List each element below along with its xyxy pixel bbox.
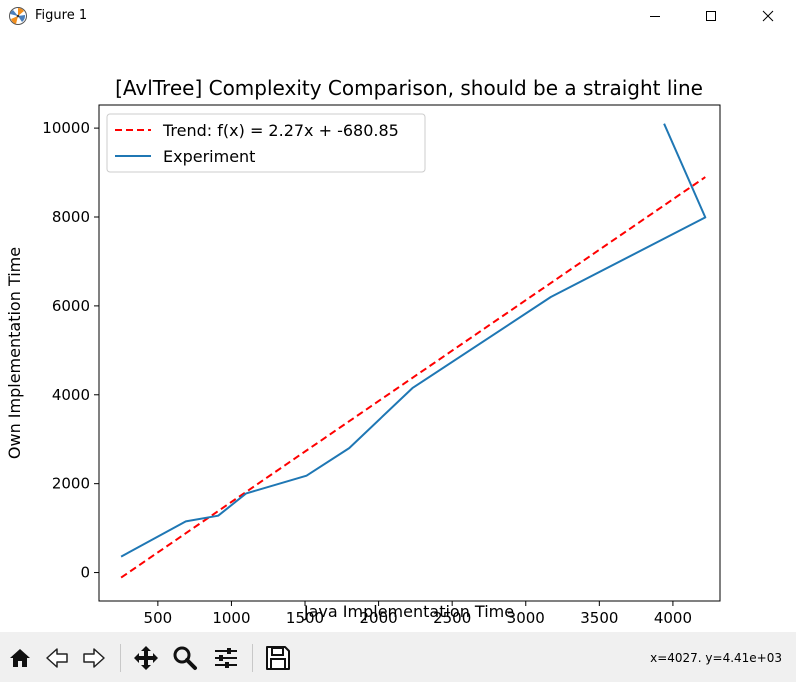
figure-canvas[interactable]: [AvlTree] Complexity Comparison, should … — [0, 34, 796, 632]
maximize-icon — [706, 11, 716, 21]
trend-line — [120, 176, 706, 579]
y-tick-label: 8000 — [52, 208, 90, 226]
back-button[interactable] — [42, 643, 72, 673]
y-tick-label: 10000 — [42, 119, 90, 137]
cursor-coordinates: x=4027. y=4.41e+03 — [650, 651, 782, 665]
x-tick-label: 2000 — [360, 609, 398, 627]
configure-subplots-button[interactable] — [211, 643, 241, 673]
legend-experiment-label: Experiment — [163, 147, 255, 166]
legend-box — [106, 113, 426, 173]
close-icon — [762, 10, 774, 22]
zoom-button[interactable] — [170, 643, 200, 673]
x-tick-label: 4000 — [654, 609, 692, 627]
home-button[interactable] — [5, 643, 35, 673]
home-icon — [10, 649, 30, 667]
window-titlebar: Figure 1 — [0, 0, 796, 34]
zoom-icon — [173, 646, 197, 670]
save-button[interactable] — [263, 643, 293, 673]
maximize-button[interactable] — [688, 0, 734, 32]
matplotlib-logo-icon — [9, 7, 27, 25]
pan-button[interactable] — [131, 643, 161, 673]
x-tick-label: 2500 — [433, 609, 471, 627]
y-axis-ticks: 0 2000 4000 6000 8000 10000 — [42, 119, 99, 582]
x-axis-label: Java Implementation Time — [303, 602, 514, 621]
experiment-line — [120, 123, 707, 558]
plot-frame — [98, 104, 721, 602]
y-tick-label: 0 — [80, 564, 90, 582]
chart: [AvlTree] Complexity Comparison, should … — [5, 76, 721, 627]
forward-arrow-icon — [83, 648, 105, 668]
x-axis-ticks: 500 1000 1500 2000 2500 3000 3500 4000 — [144, 601, 692, 627]
plot-lines — [120, 123, 707, 579]
pan-icon — [134, 646, 158, 670]
back-arrow-icon — [46, 648, 68, 668]
navigation-toolbar: x=4027. y=4.41e+03 — [0, 632, 796, 682]
legend-trend-label: Trend: f(x) = 2.27x + -680.85 — [162, 121, 399, 140]
configure-subplots-icon — [215, 648, 237, 668]
y-tick-label: 6000 — [52, 297, 90, 315]
toolbar-separator — [120, 644, 121, 672]
save-icon — [266, 646, 290, 670]
legend: Trend: f(x) = 2.27x + -680.85 Experiment — [106, 113, 426, 173]
toolbar-separator — [252, 644, 253, 672]
x-tick-label: 500 — [144, 609, 173, 627]
y-tick-label: 2000 — [52, 475, 90, 493]
forward-button[interactable] — [79, 643, 109, 673]
window-title: Figure 1 — [35, 8, 88, 23]
minimize-icon — [650, 16, 660, 17]
y-tick-label: 4000 — [52, 386, 90, 404]
y-axis-label: Own Implementation Time — [5, 247, 24, 459]
x-tick-label: 1000 — [212, 609, 250, 627]
x-tick-label: 3500 — [580, 609, 618, 627]
x-tick-label: 1500 — [286, 609, 324, 627]
chart-title: [AvlTree] Complexity Comparison, should … — [115, 76, 703, 100]
x-tick-label: 3000 — [507, 609, 545, 627]
minimize-button[interactable] — [632, 0, 678, 32]
close-button[interactable] — [745, 0, 791, 32]
